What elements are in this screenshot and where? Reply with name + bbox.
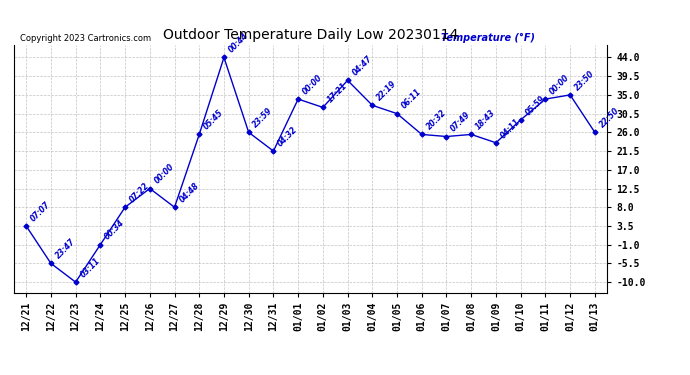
Text: 20:32: 20:32	[424, 108, 448, 132]
Text: 00:34: 00:34	[103, 219, 126, 242]
Text: 00:00: 00:00	[301, 73, 324, 96]
Text: 00:44: 00:44	[227, 32, 250, 55]
Text: 18:43: 18:43	[474, 108, 497, 132]
Text: Temperature (°F): Temperature (°F)	[441, 33, 535, 42]
Text: 07:49: 07:49	[449, 110, 473, 134]
Text: 04:32: 04:32	[276, 125, 299, 148]
Text: 07:22: 07:22	[128, 181, 151, 204]
Text: 04:11: 04:11	[499, 117, 522, 140]
Text: 17:21: 17:21	[326, 81, 349, 105]
Text: 07:07: 07:07	[29, 200, 52, 223]
Text: 03:11: 03:11	[79, 256, 101, 279]
Text: 06:11: 06:11	[400, 87, 423, 111]
Text: 23:59: 23:59	[251, 106, 275, 130]
Text: 23:47: 23:47	[54, 237, 77, 261]
Text: 05:59: 05:59	[524, 94, 546, 117]
Title: Outdoor Temperature Daily Low 20230114: Outdoor Temperature Daily Low 20230114	[163, 28, 458, 42]
Text: 05:45: 05:45	[202, 108, 226, 132]
Text: 22:50: 22:50	[598, 106, 621, 130]
Text: 00:00: 00:00	[548, 73, 571, 96]
Text: 22:19: 22:19	[375, 79, 398, 102]
Text: 04:48: 04:48	[177, 181, 201, 204]
Text: Copyright 2023 Cartronics.com: Copyright 2023 Cartronics.com	[20, 33, 151, 42]
Text: 23:50: 23:50	[573, 69, 596, 92]
Text: 00:00: 00:00	[152, 162, 176, 186]
Text: 04:47: 04:47	[351, 54, 374, 78]
